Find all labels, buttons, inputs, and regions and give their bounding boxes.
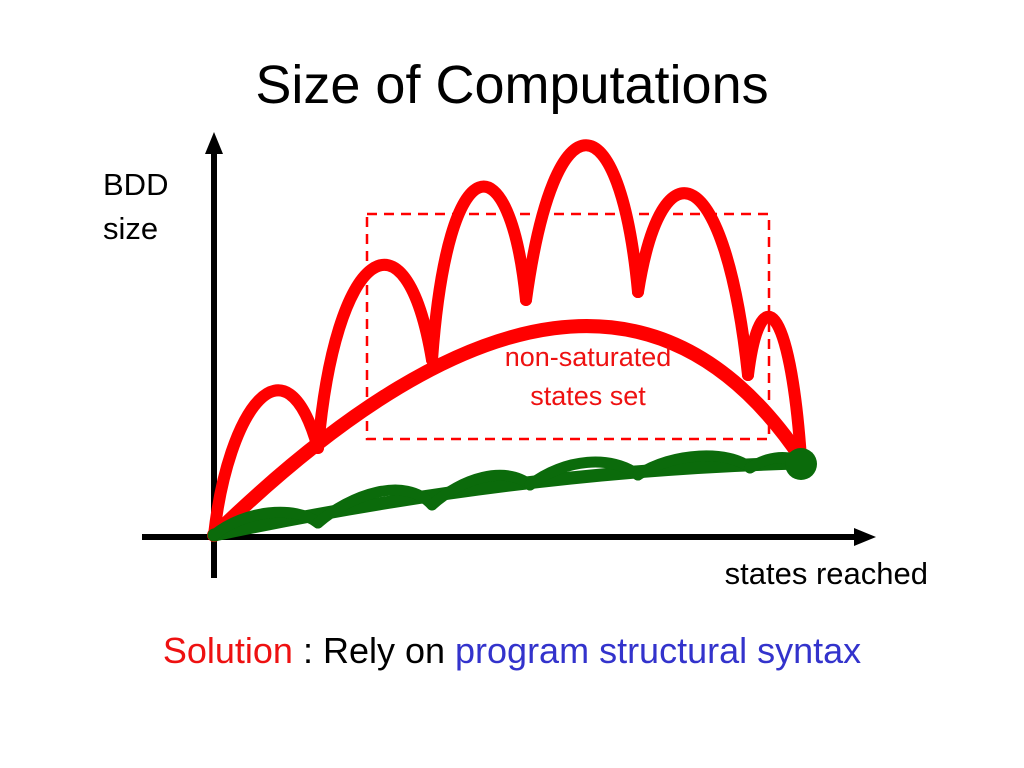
red-bump-1 bbox=[208, 384, 324, 541]
solution-label: Solution bbox=[162, 630, 293, 671]
green-bump-2 bbox=[312, 484, 438, 529]
region-label: non-saturated states set bbox=[478, 338, 698, 416]
solution-emphasis: program structural syntax bbox=[455, 630, 862, 671]
x-axis-label: states reached bbox=[724, 556, 928, 591]
non-saturated-region-box bbox=[365, 212, 771, 441]
region-label-line-2: states set bbox=[530, 381, 646, 411]
green-bump-1 bbox=[208, 506, 324, 541]
y-axis-label-line-2: size bbox=[103, 211, 159, 246]
red-bump-4 bbox=[520, 139, 644, 306]
y-axis-label-line-1: BDD bbox=[103, 167, 169, 202]
green-bump-5 bbox=[632, 450, 756, 481]
solution-footer: Solution : Rely on program structural sy… bbox=[0, 630, 1024, 672]
y-axis-arrowhead bbox=[205, 132, 223, 154]
red-bump-2 bbox=[312, 258, 438, 454]
y-axis-label: BDD size bbox=[103, 163, 168, 251]
red-bump-6 bbox=[742, 310, 807, 464]
solution-text: : Rely on bbox=[292, 630, 456, 671]
red-bump-3 bbox=[426, 180, 532, 366]
red-bump-5 bbox=[632, 187, 754, 381]
green-bump-4 bbox=[524, 456, 644, 491]
slide-title: Size of Computations bbox=[255, 55, 769, 115]
x-axis-arrowhead bbox=[854, 528, 876, 546]
green-end-point bbox=[785, 448, 817, 480]
region-label-line-1: non-saturated bbox=[504, 342, 672, 372]
green-bump-3 bbox=[426, 469, 536, 511]
